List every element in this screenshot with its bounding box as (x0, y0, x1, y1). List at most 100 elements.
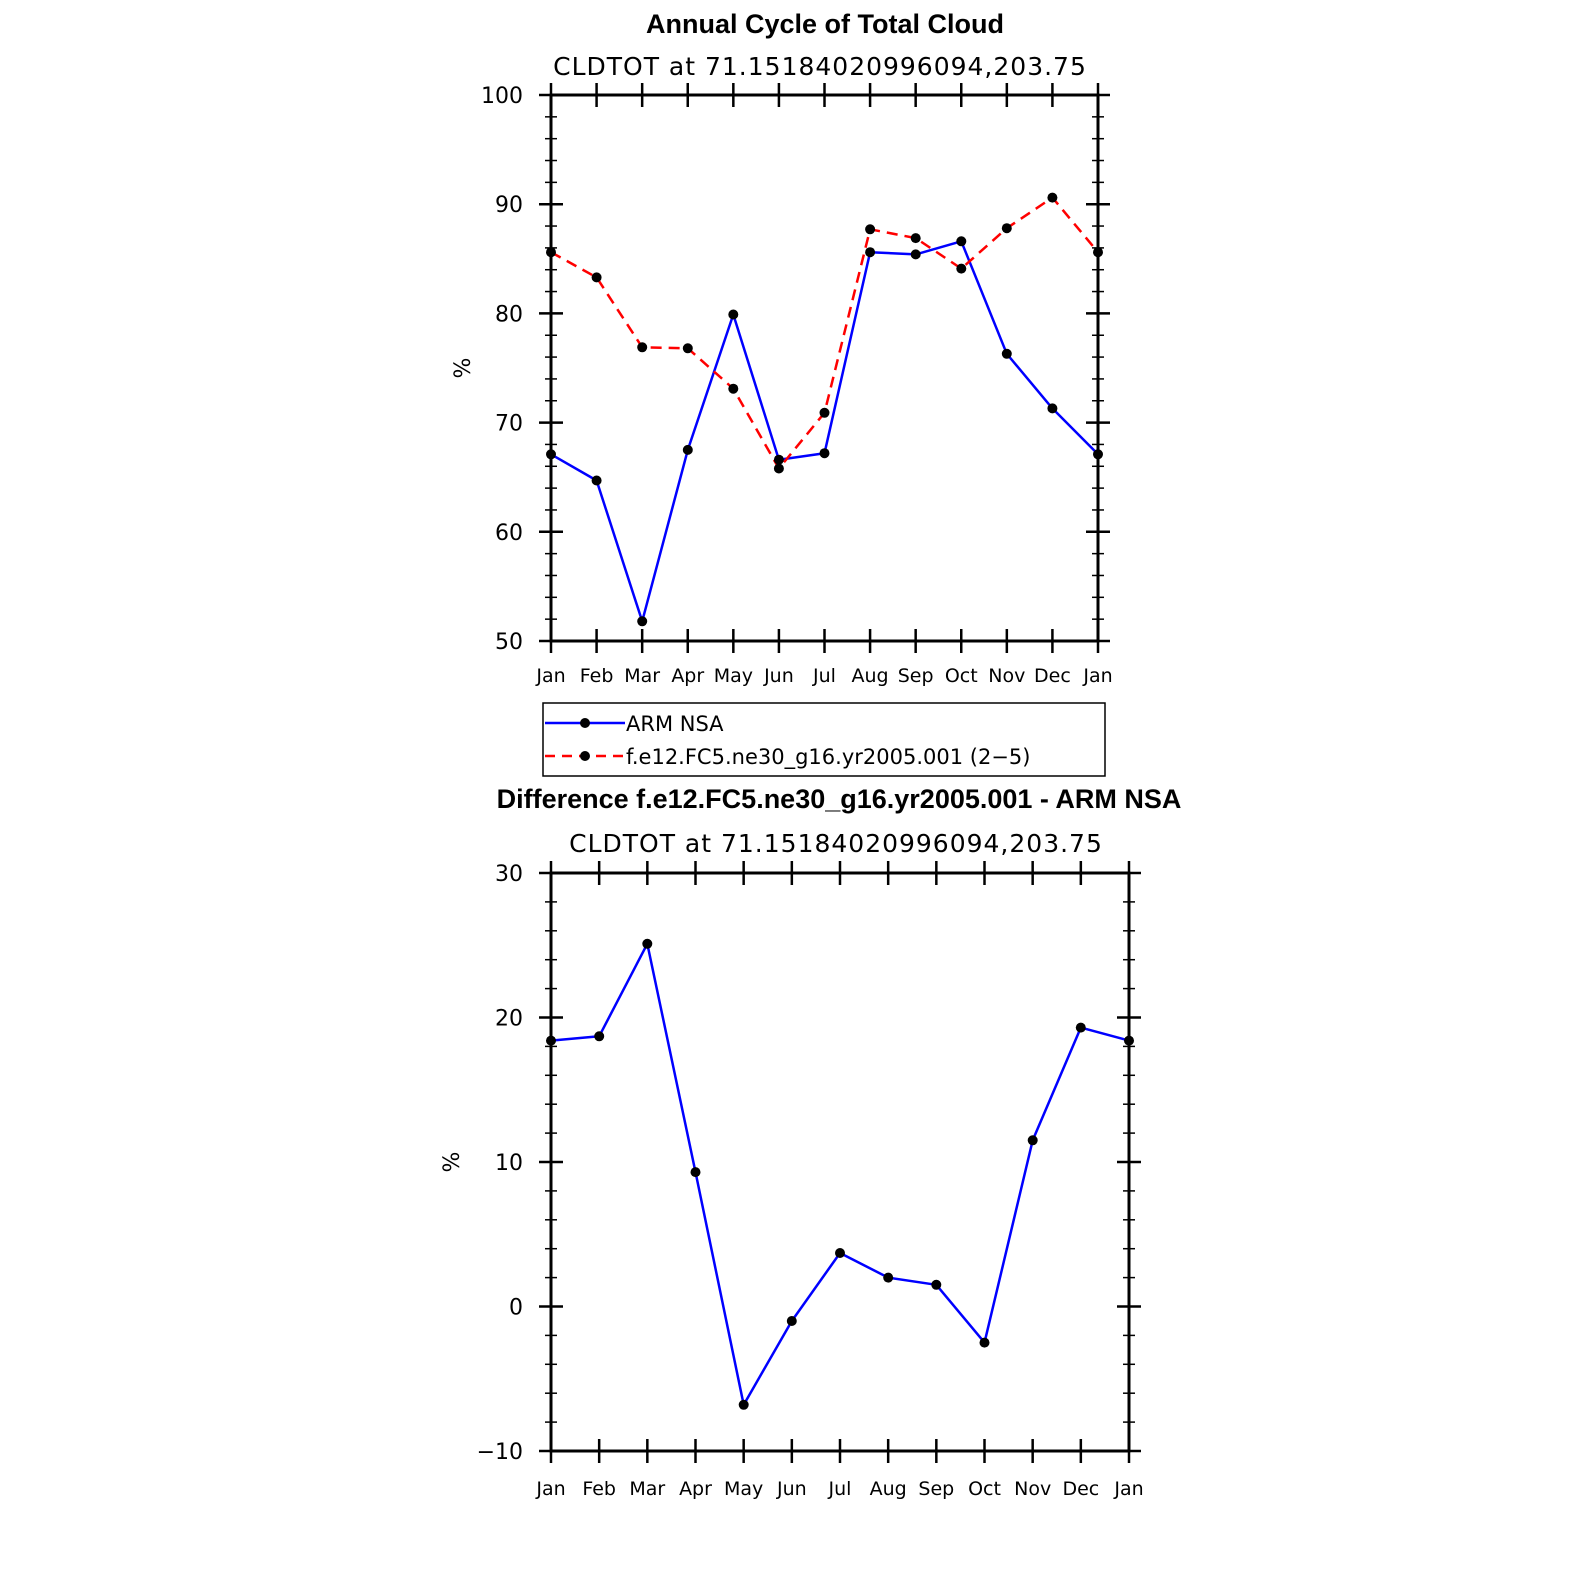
x-tick-label: Jul (812, 665, 836, 687)
data-point-0 (819, 448, 830, 459)
x-tick-label: Jun (763, 665, 794, 687)
x-tick-label: Dec (1062, 1478, 1099, 1500)
data-point-0 (594, 1031, 605, 1042)
data-point-0 (786, 1316, 797, 1326)
data-point-0 (835, 1248, 845, 1258)
y-tick-label: −10 (477, 1440, 523, 1465)
data-point-0 (883, 1272, 894, 1283)
data-point-1 (728, 383, 739, 394)
series-line-1 (550, 196, 1099, 470)
y-tick-label: 50 (495, 630, 523, 655)
x-tick-label: May (724, 1478, 763, 1500)
data-point-0 (637, 616, 648, 627)
x-tick-label: Mar (624, 665, 660, 687)
data-point-0 (728, 309, 739, 320)
data-point-0 (931, 1279, 942, 1290)
x-tick-label: Sep (898, 665, 934, 687)
x-tick-labels: Jan Feb Mar Apr May Jun Jul Aug Sep Oct Nov Dec Jan (535, 1478, 1143, 1500)
data-point-1 (1047, 192, 1058, 203)
data-point-0 (1093, 449, 1103, 460)
chart-title: Annual Cycle of Total Cloud (646, 9, 1004, 39)
x-tick-label: Jun (776, 1478, 807, 1500)
data-point-1 (773, 463, 784, 474)
y-tick-label: 0 (509, 1296, 523, 1321)
data-point-0 (690, 1167, 701, 1178)
data-point-1 (956, 263, 967, 274)
x-tick-label: Jan (535, 1478, 565, 1500)
data-point-0 (682, 444, 693, 455)
x-tick-label: Mar (629, 1478, 665, 1500)
x-tick-labels: Jan Feb Mar Apr May Jun Jul Aug Sep Oct Nov Dec Jan (535, 665, 1112, 687)
data-point-0 (1075, 1022, 1086, 1033)
x-tick-label: Jan (535, 665, 565, 687)
y-tick-label: 20 (495, 1007, 523, 1032)
data-point-0 (738, 1399, 749, 1410)
data-point-0 (979, 1337, 990, 1348)
data-point-0 (865, 247, 876, 258)
y-tick-label: 70 (495, 412, 523, 437)
x-tick-label: Nov (988, 665, 1025, 687)
y-tick-label: 90 (495, 193, 523, 218)
x-tick-label: Apr (671, 665, 704, 687)
y-tick-label: 100 (481, 84, 523, 109)
data-point-0 (1001, 348, 1012, 359)
x-tick-label: Nov (1014, 1478, 1051, 1500)
data-point-0 (1047, 403, 1058, 414)
data-point-1 (819, 407, 830, 418)
y-tick-label: 10 (495, 1151, 523, 1176)
axis-ticks (539, 83, 1110, 653)
data-point-1 (637, 342, 648, 353)
y-tick-labels: 50 60 70 80 90 100 (481, 84, 523, 655)
x-tick-label: Dec (1034, 665, 1071, 687)
data-point-1 (865, 224, 876, 235)
data-point-1 (546, 247, 556, 258)
x-tick-label: Apr (679, 1478, 712, 1500)
x-tick-label: Aug (852, 665, 889, 687)
x-tick-label: Feb (582, 1478, 616, 1500)
chart-title: Difference f.e12.FC5.ne30_g16.yr2005.001… (497, 784, 1182, 814)
x-tick-label: Jul (828, 1478, 852, 1500)
annual-cycle-chart: Annual Cycle of Total Cloud CLDTOT at 71… (451, 9, 1113, 777)
data-point-0 (642, 938, 653, 949)
x-tick-label: Feb (580, 665, 614, 687)
y-axis-label: % (440, 1152, 465, 1173)
data-point-0 (773, 454, 784, 465)
x-tick-label: Oct (945, 665, 978, 687)
x-tick-label: Jan (1113, 1478, 1143, 1500)
data-point-0 (1027, 1135, 1038, 1146)
chart-subtitle: CLDTOT at 71.15184020996094,203.75 (553, 52, 1087, 81)
x-tick-label: Oct (968, 1478, 1001, 1500)
x-tick-label: Sep (918, 1478, 954, 1500)
data-point-1 (1093, 247, 1103, 258)
data-point-0 (910, 249, 921, 260)
legend-label-arm-nsa: ARM NSA (626, 712, 724, 736)
x-tick-label: May (714, 665, 753, 687)
y-axis-label: % (451, 358, 476, 379)
y-tick-label: 60 (495, 521, 523, 546)
legend: ARM NSA f.e12.FC5.ne30_g16.yr2005.001 (2… (542, 702, 1106, 777)
data-point-0 (546, 1035, 556, 1046)
legend-marker-model (580, 751, 590, 761)
difference-chart: Difference f.e12.FC5.ne30_g16.yr2005.001… (440, 784, 1181, 1500)
data-point-0 (1124, 1035, 1134, 1046)
y-tick-labels: −10 0 10 20 30 (477, 862, 523, 1465)
x-tick-label: Jan (1082, 665, 1112, 687)
data-series (546, 192, 1103, 627)
data-series (546, 938, 1134, 1410)
series-line-0 (550, 942, 1130, 1407)
data-point-1 (591, 272, 602, 283)
data-point-1 (1001, 223, 1012, 234)
data-point-0 (546, 449, 556, 460)
data-point-1 (682, 343, 693, 354)
series-line-0 (550, 240, 1099, 623)
data-point-1 (910, 233, 921, 244)
x-tick-label: Aug (870, 1478, 907, 1500)
legend-box (542, 702, 1106, 777)
y-tick-label: 80 (495, 302, 523, 327)
data-point-0 (591, 475, 602, 486)
y-tick-label: 30 (495, 862, 523, 887)
legend-marker-arm-nsa (580, 718, 590, 728)
legend-label-model: f.e12.FC5.ne30_g16.yr2005.001 (2−5) (626, 745, 1030, 770)
